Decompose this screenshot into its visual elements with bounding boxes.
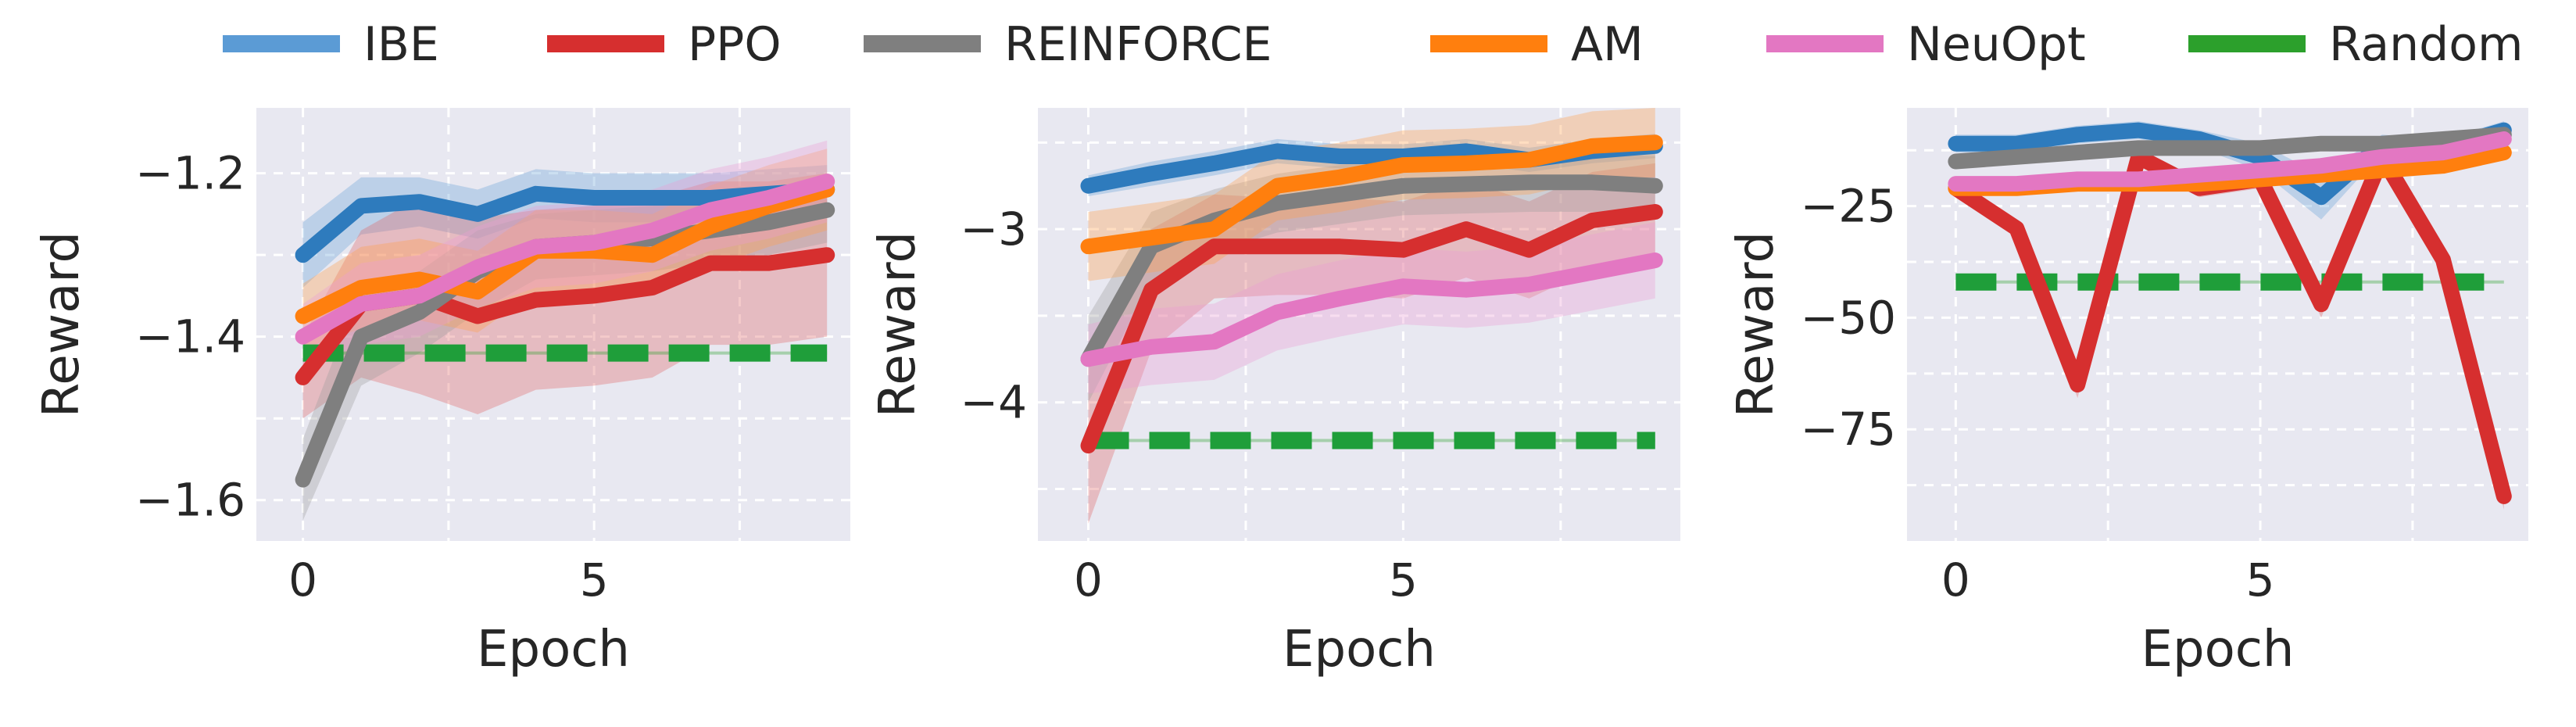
x-tick-label: 0 [288, 553, 317, 607]
series-group [1948, 121, 2512, 510]
y-tick-label: −75 [1801, 403, 1896, 456]
y-tick-label: −1.4 [135, 310, 245, 364]
series-group [295, 140, 835, 521]
chart-panel-1: 0 5 −1.6 −1.4 −1.2 Epoch Reward [33, 108, 850, 679]
y-tick-label: −50 [1801, 291, 1896, 344]
x-tick-label: 0 [1074, 553, 1103, 607]
legend-item-reinforce: REINFORCE [864, 17, 1272, 72]
legend-label: REINFORCE [1004, 17, 1272, 72]
x-axis-label: Epoch [1283, 621, 1436, 679]
plot-background [256, 108, 850, 541]
x-axis-label: Epoch [2141, 621, 2295, 679]
legend-item-ibe: IBE [223, 17, 439, 72]
x-tick-label: 5 [580, 553, 609, 607]
series-line-neuopt [1948, 131, 2512, 192]
y-tick-label: −25 [1801, 180, 1896, 233]
series-line-neuopt [1080, 252, 1663, 367]
legend-label: AM [1571, 17, 1644, 72]
legend-item-ppo: PPO [547, 17, 782, 72]
y-tick-label: −1.2 [135, 147, 245, 200]
legend-label: Random [2329, 17, 2523, 72]
tick-labels: 0 5 −75 −50 −25 [1801, 180, 2275, 607]
x-tick-label: 0 [1941, 553, 1970, 607]
tick-labels: 0 5 −1.6 −1.4 −1.2 [135, 147, 608, 607]
y-axis-label: Reward [869, 231, 927, 417]
series-line-am [1080, 134, 1663, 255]
legend-label: PPO [688, 17, 782, 72]
chart-panel-3: 0 5 −75 −50 −25 Epoch Reward [1727, 108, 2528, 679]
series-line-ibe [295, 181, 835, 263]
legend-label: NeuOpt [1907, 17, 2086, 72]
y-axis-label: Reward [1727, 231, 1785, 417]
y-tick-label: −3 [961, 202, 1028, 256]
x-tick-label: 5 [1389, 553, 1418, 607]
legend: IBE PPO REINFORCE AM NeuOpt Random [223, 17, 2523, 72]
y-tick-label: −4 [961, 376, 1028, 429]
chart-panel-2: 0 5 −4 −3 Epoch Reward [869, 108, 1680, 679]
legend-item-neuopt: NeuOpt [1766, 17, 2086, 72]
tick-labels: 0 5 −4 −3 [961, 202, 1418, 607]
y-tick-label: −1.6 [135, 474, 245, 527]
series-line-neuopt [295, 174, 835, 345]
x-axis-label: Epoch [477, 621, 630, 679]
legend-label: IBE [363, 17, 439, 72]
series-line-ppo [1080, 204, 1663, 454]
legend-item-am: AM [1430, 17, 1644, 72]
y-axis-label: Reward [33, 231, 91, 417]
legend-item-random: Random [2188, 17, 2523, 72]
series-group [1080, 108, 1663, 524]
band-neuopt [1088, 222, 1655, 394]
x-tick-label: 5 [2246, 553, 2275, 607]
series-line-reinforce [1948, 127, 2512, 170]
